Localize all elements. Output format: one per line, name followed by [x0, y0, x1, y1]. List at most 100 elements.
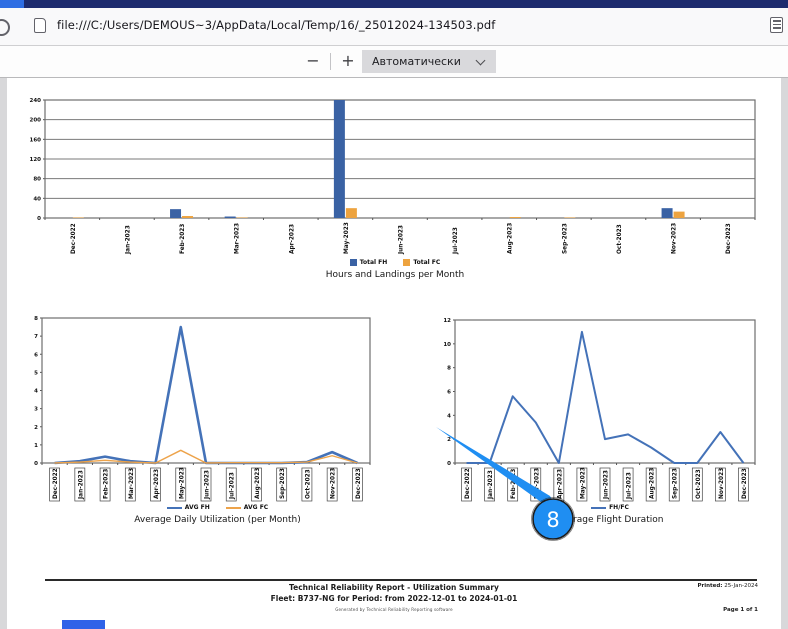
svg-text:Mar-2023: Mar-2023	[129, 468, 135, 499]
zoom-scale-select[interactable]: Автоматически	[362, 50, 496, 73]
svg-text:Mar-2023: Mar-2023	[235, 223, 241, 254]
svg-text:Dec-2022: Dec-2022	[465, 468, 471, 499]
avg-utilization-plot: 0 1 2 3 4 5 6 7 8 Dec-2022 Jan-2023 Feb-2023 Mar-202…	[34, 316, 371, 502]
svg-text:Jun-2023: Jun-2023	[604, 470, 610, 500]
svg-text:Nov-2023: Nov-2023	[719, 468, 725, 499]
svg-text:Jan-2023: Jan-2023	[488, 470, 494, 500]
svg-text:7: 7	[34, 334, 38, 340]
svg-text:120: 120	[30, 157, 42, 163]
legend-item: Total FH	[349, 259, 388, 266]
svg-text:4: 4	[34, 389, 38, 395]
legend-item: AVG FC	[225, 504, 269, 511]
flight-duration-plot: 0 2 4 6 8 10 12 Dec-2022 Jan-2023 Feb-2023 Mar-202…	[443, 318, 756, 502]
svg-text:2: 2	[447, 437, 451, 443]
svg-text:Sep-2023: Sep-2023	[562, 223, 568, 254]
legend-swatch-icon	[225, 506, 241, 509]
svg-text:12: 12	[443, 318, 451, 324]
avg-utilization-title: Average Daily Utilization (per Month)	[134, 515, 301, 525]
legend-label: FH/FC	[609, 504, 629, 511]
svg-text:Apr-2023: Apr-2023	[154, 469, 160, 499]
svg-text:0: 0	[34, 461, 38, 467]
window-titlebar	[0, 0, 788, 8]
flight-duration-legend: FH/FC	[440, 504, 780, 511]
svg-text:2: 2	[34, 425, 38, 431]
toolbar-divider	[330, 53, 331, 70]
pdf-toolbar: − + Автоматически	[0, 46, 788, 78]
zoom-out-button[interactable]: −	[306, 51, 320, 70]
viewer-gutter-left	[0, 78, 7, 629]
svg-text:3: 3	[34, 407, 38, 413]
chart-hours-landings: 0 40 80 120 160 200 240 Dec-2022 Jan-2023 Feb-202…	[10, 92, 780, 280]
svg-text:Sep-2023: Sep-2023	[673, 468, 679, 499]
hours-landings-legend: Total FH Total FC	[10, 259, 780, 266]
svg-text:0: 0	[37, 216, 41, 222]
svg-text:Feb-2023: Feb-2023	[180, 224, 186, 254]
legend-item: Total FC	[403, 259, 440, 266]
zoom-in-button[interactable]: +	[341, 51, 355, 70]
svg-text:10: 10	[443, 342, 451, 348]
svg-text:6: 6	[34, 352, 38, 358]
legend-swatch-icon	[349, 259, 357, 266]
svg-text:Jan-2023: Jan-2023	[125, 225, 131, 255]
svg-text:Apr-2023: Apr-2023	[557, 469, 563, 499]
active-tab-sliver[interactable]	[0, 0, 24, 8]
legend-swatch-icon	[166, 506, 182, 509]
svg-text:Nov-2023: Nov-2023	[331, 468, 337, 499]
legend-label: AVG FH	[184, 504, 210, 511]
avg-utilization-legend: AVG FH AVG FC	[20, 504, 415, 511]
page-proxy-icon	[34, 18, 46, 33]
svg-text:1: 1	[34, 443, 38, 449]
chart-flight-duration: 0 2 4 6 8 10 12 Dec-2022 Jan-2023 Feb-2023 Mar-202…	[440, 308, 780, 525]
svg-text:Dec-2022: Dec-2022	[71, 223, 77, 254]
svg-text:240: 240	[30, 98, 42, 104]
svg-text:Nov-2023: Nov-2023	[672, 223, 678, 254]
reload-icon[interactable]	[0, 19, 10, 36]
svg-text:Jul-2023: Jul-2023	[230, 472, 236, 500]
svg-text:Oct-2023: Oct-2023	[305, 469, 311, 499]
viewer-gutter-right[interactable]	[781, 78, 788, 629]
chart-avg-utilization: 0 1 2 3 4 5 6 7 8 Dec-2022 Jan-2023 Feb-2023 Mar-202…	[20, 308, 415, 525]
svg-text:Feb-2023: Feb-2023	[104, 469, 110, 499]
legend-label: Total FH	[359, 259, 388, 266]
svg-text:Dec-2023: Dec-2023	[726, 223, 732, 254]
svg-text:Jun-2023: Jun-2023	[205, 470, 211, 500]
svg-text:0: 0	[447, 461, 451, 467]
svg-text:6: 6	[447, 390, 451, 396]
svg-text:Apr-2023: Apr-2023	[289, 224, 295, 254]
chevron-down-icon	[475, 55, 486, 66]
report-fine-print: Generated by Technical Reliability Repor…	[335, 607, 453, 612]
page-number: Page 1 of 1	[723, 607, 758, 613]
svg-text:4: 4	[447, 413, 451, 419]
svg-text:40: 40	[33, 196, 41, 202]
svg-text:5: 5	[34, 370, 38, 376]
browser-toolbar: file:///C:/Users/DEMOUS~3/AppData/Local/…	[0, 8, 788, 46]
hours-landings-plot: 0 40 80 120 160 200 240 Dec-2022 Jan-2023 Feb-202…	[30, 98, 756, 255]
svg-text:Dec-2022: Dec-2022	[53, 468, 59, 499]
svg-text:80: 80	[33, 177, 41, 183]
svg-text:Dec-2023: Dec-2023	[356, 468, 362, 499]
report-fleet-period: Fleet: B737-NG for Period: from 2022-12-…	[270, 594, 518, 603]
printed-date: Printed: 25-Jan-2024	[640, 583, 758, 589]
legend-item: FH/FC	[591, 504, 629, 511]
svg-text:Jul-2023: Jul-2023	[453, 227, 459, 255]
zoom-scale-value: Автоматически	[372, 55, 461, 68]
svg-text:Oct-2023: Oct-2023	[696, 469, 702, 499]
flight-duration-title: Average Flight Duration	[556, 515, 664, 525]
svg-text:Aug-2023: Aug-2023	[650, 468, 656, 499]
svg-text:Jul-2023: Jul-2023	[627, 472, 633, 500]
url-bar[interactable]: file:///C:/Users/DEMOUS~3/AppData/Local/…	[57, 18, 496, 32]
legend-item: AVG FH	[166, 504, 210, 511]
svg-text:Aug-2023: Aug-2023	[508, 223, 514, 254]
svg-text:May-2023: May-2023	[580, 467, 586, 499]
svg-text:8: 8	[447, 366, 451, 372]
reader-mode-icon[interactable]	[770, 17, 783, 33]
footer-rule	[45, 579, 757, 581]
svg-text:160: 160	[30, 137, 42, 143]
svg-text:Dec-2023: Dec-2023	[742, 468, 748, 499]
hours-landings-title: Hours and Landings per Month	[325, 270, 465, 280]
legend-label: AVG FC	[243, 504, 269, 511]
legend-swatch-icon	[591, 506, 607, 509]
svg-text:May-2023: May-2023	[344, 222, 350, 254]
svg-text:Jun-2023: Jun-2023	[399, 225, 405, 255]
